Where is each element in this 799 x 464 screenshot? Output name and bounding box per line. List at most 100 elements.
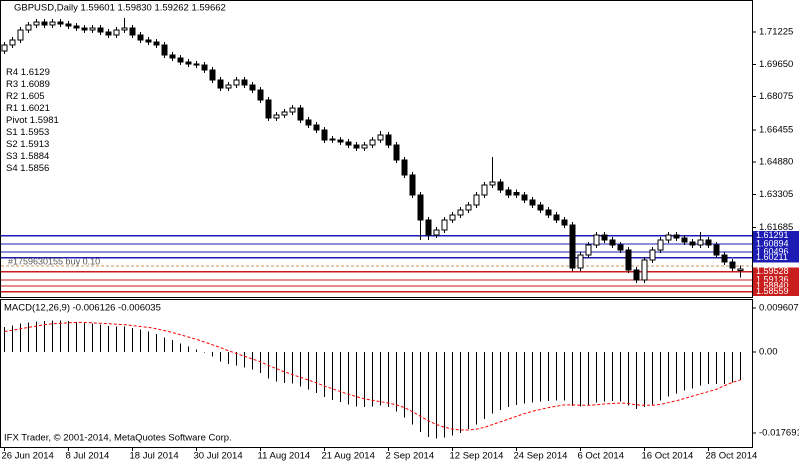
candle-body: [81, 27, 88, 31]
chart-title: GBPUSD,Daily 1.59601 1.59830 1.59262 1.5…: [14, 3, 226, 14]
level-name: S1: [6, 127, 18, 138]
candle-body: [33, 21, 40, 26]
candle-body: [169, 54, 176, 59]
candle-body: [49, 21, 56, 26]
candle-body: [113, 29, 120, 36]
x-tick-label: 16 Oct 2014: [642, 451, 694, 462]
candle-body: [185, 61, 192, 65]
candle-body: [625, 249, 632, 271]
candle-body: [145, 39, 152, 43]
candle-body: [385, 134, 392, 146]
candle-body: [657, 239, 664, 251]
candle-body: [401, 159, 408, 176]
candle-body: [545, 209, 552, 216]
candle-body: [377, 134, 384, 141]
candle-body: [73, 25, 80, 29]
candle-body: [161, 44, 168, 56]
candle-body: [233, 79, 240, 86]
y-tick-label: 1.68075: [759, 91, 793, 102]
candle-body: [369, 139, 376, 146]
level-box-label: 1.59528: [756, 266, 789, 276]
candle-body: [465, 204, 472, 211]
macd-panel: [0, 299, 753, 448]
level-name: R4: [6, 67, 18, 78]
candle-body: [17, 29, 24, 41]
candle-body: [617, 244, 624, 251]
candle-body: [481, 184, 488, 196]
candle-body: [513, 191, 520, 196]
candle-body: [321, 129, 328, 141]
candle-body: [25, 24, 32, 31]
level-box-label: 1.61291: [756, 230, 789, 240]
level-box: [753, 287, 799, 297]
y-tick-label: 1.64880: [759, 157, 793, 168]
macd-title: MACD(12,26,9) -0.006126 -0.006035: [4, 303, 161, 314]
level-box: [753, 239, 799, 249]
candle-body: [585, 244, 592, 256]
x-tick-label: 18 Jul 2014: [130, 451, 179, 462]
candle-body: [57, 21, 64, 25]
macd-signal-line: [4, 321, 741, 431]
level-box: [753, 281, 799, 291]
candle-body: [257, 89, 264, 101]
level-name: S4: [6, 163, 18, 174]
candle-body: [97, 27, 104, 33]
level-name: S2: [6, 139, 18, 150]
candle-body: [225, 84, 232, 89]
y-tick-label: 1.66455: [759, 124, 793, 135]
candle-body: [601, 234, 608, 241]
candle-body: [569, 224, 576, 269]
candle-body: [641, 259, 648, 281]
y-tick-label: 1.61685: [759, 222, 793, 233]
candle-body: [393, 144, 400, 161]
candle-body: [521, 194, 528, 201]
pivot-level-label: R1 1.6021: [6, 103, 50, 114]
level-box-label: 1.58559: [756, 286, 789, 296]
level-box: [753, 253, 799, 263]
pivot-level-label: R4 1.6129: [6, 67, 50, 78]
x-tick-label: 24 Sep 2014: [514, 451, 568, 462]
candle-body: [153, 41, 160, 46]
level-box-label: 1.60496: [756, 246, 789, 256]
candle-body: [473, 194, 480, 206]
level-name: Pivot: [6, 115, 27, 126]
order-label: #1759630155 buy 0.10: [8, 256, 100, 266]
candle-body: [665, 234, 672, 241]
candle-body: [249, 84, 256, 91]
candle-body: [297, 107, 304, 121]
level-value: 1.6129: [21, 67, 50, 78]
level-box: [753, 231, 799, 241]
candle-body: [697, 239, 704, 246]
candle-body: [193, 63, 200, 66]
copyright: IFX Trader, © 2001-2014, MetaQuotes Soft…: [4, 433, 232, 444]
candle-body: [329, 138, 336, 141]
candle-body: [593, 234, 600, 246]
candle-body: [409, 174, 416, 196]
pivot-level-label: S1 1.5953: [6, 127, 49, 138]
candle-body: [713, 244, 720, 256]
candle-body: [137, 34, 144, 41]
candle-body: [337, 139, 344, 143]
y-tick-label: 0.009607: [759, 303, 799, 314]
x-tick-label: 2 Sep 2014: [386, 451, 435, 462]
candle-body: [705, 239, 712, 246]
candle-body: [345, 141, 352, 146]
y-tick-label: 1.63305: [759, 189, 793, 200]
level-value: 1.5913: [20, 139, 49, 150]
candle-body: [737, 268, 744, 271]
candle-body: [313, 124, 320, 131]
y-tick-label: 1.71225: [759, 27, 793, 38]
candle-body: [89, 27, 96, 31]
candle-body: [721, 254, 728, 263]
candle-body: [673, 234, 680, 239]
candle-body: [441, 219, 448, 231]
candle-body: [553, 214, 560, 221]
y-tick-label: 1.69650: [759, 59, 793, 70]
x-tick-label: 26 Jun 2014: [2, 451, 54, 462]
level-name: R3: [6, 79, 18, 90]
price-panel: [0, 0, 753, 298]
candle-body: [449, 214, 456, 221]
level-box: [753, 275, 799, 285]
level-name: R2: [6, 91, 18, 102]
